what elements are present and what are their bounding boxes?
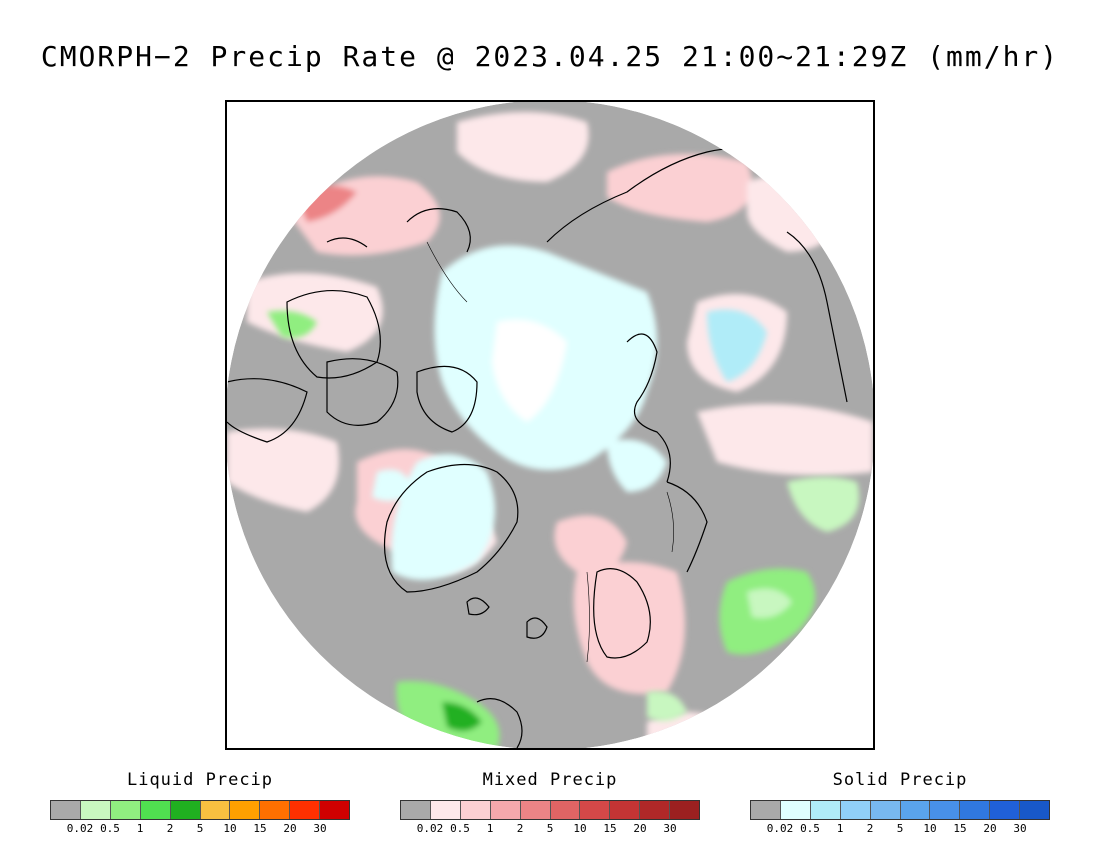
legend-tick-label: 20 [633,822,647,835]
legend-swatch [840,801,871,819]
legend-swatch [140,801,171,819]
legend-tick-label: 0.5 [800,822,820,835]
legend-tick-label: 10 [223,822,237,835]
legend-tick-label: 0.02 [66,822,94,835]
country-borders [426,241,674,663]
legend-tick-label: 10 [923,822,937,835]
solid-precip-areas [372,245,767,580]
legend-swatch [751,801,781,819]
legend-swatch [490,801,521,819]
legend-swatch [900,801,931,819]
liquid-precip-areas [267,310,859,748]
legend-mixed-precip: Mixed Precip 0.02 0.5 1 2 5 10 15 20 30 [400,770,700,836]
legend-ticks: 0.02 0.5 1 2 5 10 15 20 30 [50,822,350,836]
legend-swatch [460,801,491,819]
polar-precip-map [227,102,873,748]
legend-tick-label: 2 [516,822,524,835]
legend-tick-label: 30 [313,822,327,835]
legend-tick-label: 20 [283,822,297,835]
legend-tick-label: 2 [866,822,874,835]
legend-swatch [670,801,700,819]
legend-liquid-precip: Liquid Precip 0.02 0.5 1 2 5 10 15 20 30 [50,770,350,836]
legend-tick-label: 0.5 [100,822,120,835]
legend-swatch [990,801,1021,819]
legend-tick-label: 5 [546,822,554,835]
legend-swatch [401,801,431,819]
legend-swatch [200,801,231,819]
legend-swatch [430,801,461,819]
legend-swatch [110,801,141,819]
legend-color-bar [50,800,350,820]
legend-swatch [170,801,201,819]
map-title: CMORPH−2 Precip Rate @ 2023.04.25 21:00~… [40,40,1060,73]
legend-tick-label: 0.5 [450,822,470,835]
legend-swatch [640,801,671,819]
legend-tick-label: 30 [663,822,677,835]
legend-swatch [520,801,551,819]
legend-swatch [230,801,261,819]
legend-swatch [810,801,841,819]
legend-tick-label: 15 [253,822,267,835]
legend-swatch [320,801,350,819]
legend-swatch [580,801,611,819]
legend-title: Solid Precip [832,770,968,790]
legend-swatch [930,801,961,819]
legend-swatch [260,801,291,819]
legend-tick-label: 20 [983,822,997,835]
legend-title: Mixed Precip [482,770,618,790]
legend-swatch [1020,801,1050,819]
coastlines [227,148,848,748]
legend-tick-label: 5 [196,822,204,835]
legend-swatch [550,801,581,819]
legend-ticks: 0.02 0.5 1 2 5 10 15 20 30 [750,822,1050,836]
legend-tick-label: 2 [166,822,174,835]
legend-tick-label: 1 [486,822,494,835]
legend-tick-label: 0.02 [416,822,444,835]
legend-tick-label: 10 [573,822,587,835]
legend-title: Liquid Precip [126,770,274,790]
legend-ticks: 0.02 0.5 1 2 5 10 15 20 30 [400,822,700,836]
legend-tick-label: 15 [603,822,617,835]
legend-swatch [290,801,321,819]
legend-tick-label: 0.02 [766,822,794,835]
legend-color-bar [750,800,1050,820]
legend-tick-label: 5 [896,822,904,835]
legend-swatch [780,801,811,819]
legend-swatch [610,801,641,819]
map-frame [225,100,875,750]
legend-solid-precip: Solid Precip 0.02 0.5 1 2 5 10 15 20 30 [750,770,1050,836]
legend-tick-label: 15 [953,822,967,835]
legend-tick-label: 1 [136,822,144,835]
legend-swatch [80,801,111,819]
legend-tick-label: 30 [1013,822,1027,835]
legend-tick-label: 1 [836,822,844,835]
legend-color-bar [400,800,700,820]
legend-swatch [51,801,81,819]
legend-swatch [870,801,901,819]
legend-swatch [960,801,991,819]
